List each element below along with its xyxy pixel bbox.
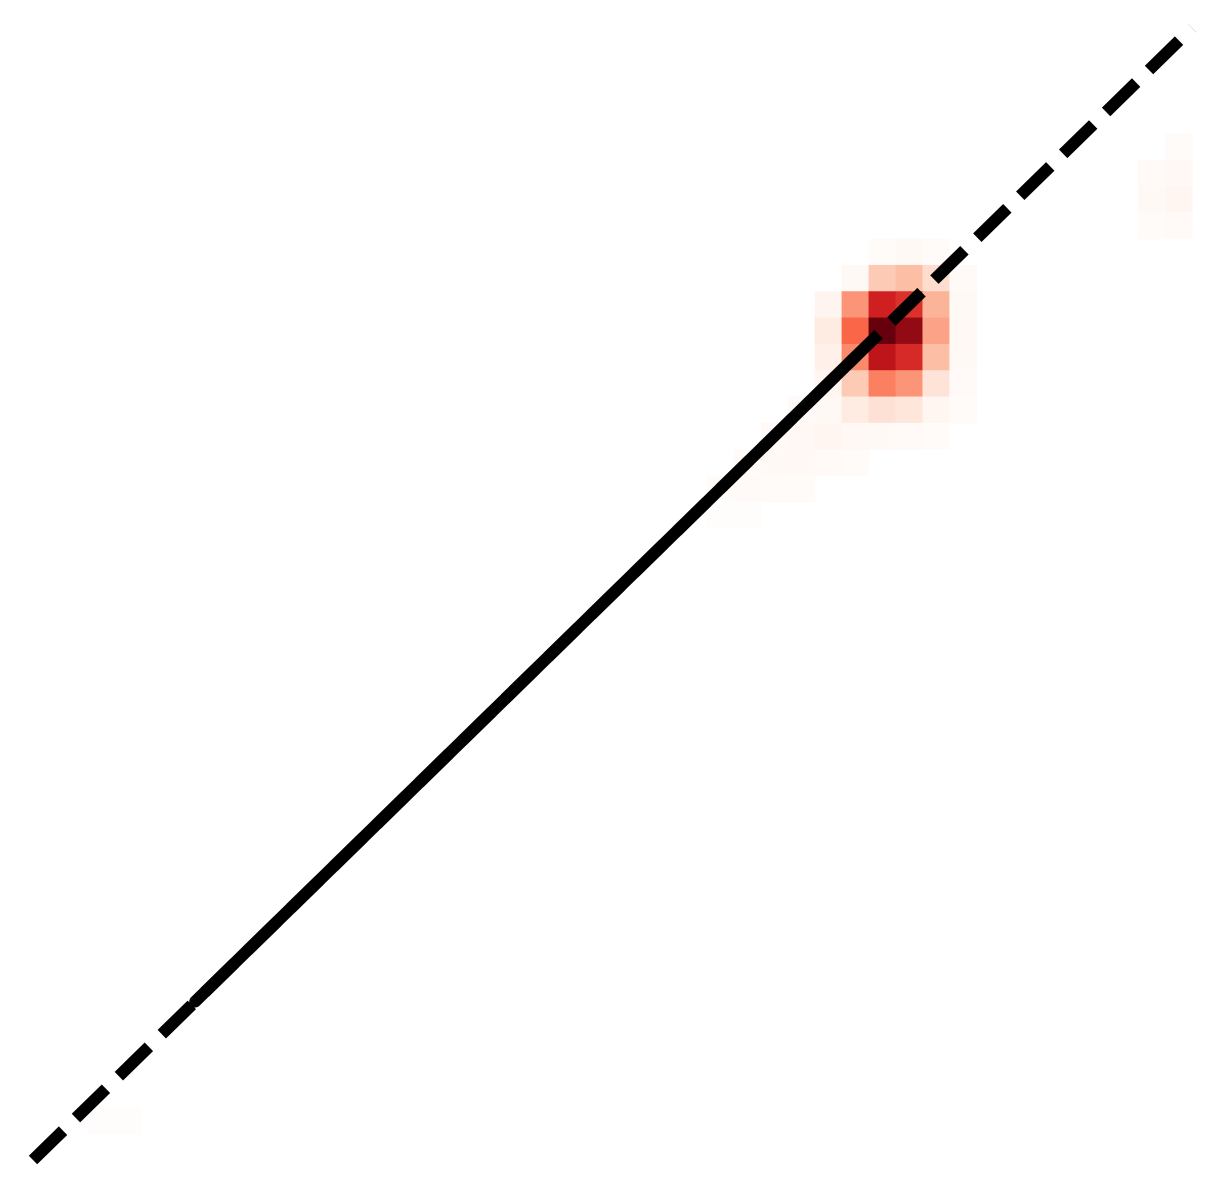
heatmap-cell: [1165, 212, 1193, 240]
heatmap-cell: [760, 449, 789, 477]
heatmap-cell: [814, 317, 843, 345]
heatmap-cell: [1165, 133, 1193, 161]
heatmap-cell: [949, 264, 977, 292]
heatmap-cell: [868, 422, 897, 450]
heatmap-cell: [706, 501, 735, 529]
heatmap-cell: [1165, 185, 1193, 213]
heatmap-cell: [949, 317, 977, 345]
heatmap-cell: [814, 396, 843, 424]
heatmap-cell: [922, 343, 951, 371]
heatmap-cell: [113, 1107, 142, 1135]
heatmap-cell: [949, 370, 977, 398]
fitted-solid-line: [189, 350, 862, 1008]
heatmap-cell: [1138, 159, 1166, 187]
heatmap-cell: [868, 264, 897, 292]
heatmap-cell: [841, 291, 870, 319]
heatmap-cell: [949, 291, 977, 319]
heatmap-cell: [922, 422, 951, 450]
heatmap-cell: [895, 370, 924, 398]
heatmap-cell: [733, 475, 762, 503]
heatmap-cell: [1165, 159, 1193, 187]
heatmap-cell: [895, 396, 924, 424]
heatmap-cell: [868, 238, 897, 266]
heatmap-cells: [86, 133, 1193, 1135]
heatmap-cell: [922, 396, 951, 424]
heatmap-cell: [841, 422, 870, 450]
heatmap-cell: [895, 317, 924, 345]
heatmap-cell: [841, 370, 870, 398]
heatmap-cell: [922, 370, 951, 398]
heatmap-cell: [895, 422, 924, 450]
heatmap-cell: [895, 264, 924, 292]
heatmap-cell: [841, 449, 870, 477]
heatmap-cell: [86, 1107, 115, 1135]
heatmap-cell: [841, 264, 870, 292]
heatmap-cell: [787, 475, 816, 503]
heatmap-cell: [895, 238, 924, 266]
heatmap-cell: [814, 291, 843, 319]
chart-lines: [28, 23, 1197, 1165]
heatmap-cell: [922, 291, 951, 319]
heatmap-cell: [895, 343, 924, 371]
heatmap-cell: [922, 317, 951, 345]
heatmap-cell: [868, 343, 897, 371]
heatmap-cell: [814, 422, 843, 450]
heatmap-cell: [787, 449, 816, 477]
heatmap-cell: [814, 449, 843, 477]
heatmap-cell: [949, 396, 977, 424]
heatmap-cell: [949, 343, 977, 371]
heatmap-cell: [787, 422, 816, 450]
heatmap-cell: [868, 370, 897, 398]
heatmap-cell: [868, 396, 897, 424]
heatmap-cell: [1138, 185, 1166, 213]
heatmap-cell: [1138, 212, 1166, 240]
heatmap-cell: [841, 396, 870, 424]
heatmap-cell: [760, 475, 789, 503]
heatmap-cell: [733, 501, 762, 529]
